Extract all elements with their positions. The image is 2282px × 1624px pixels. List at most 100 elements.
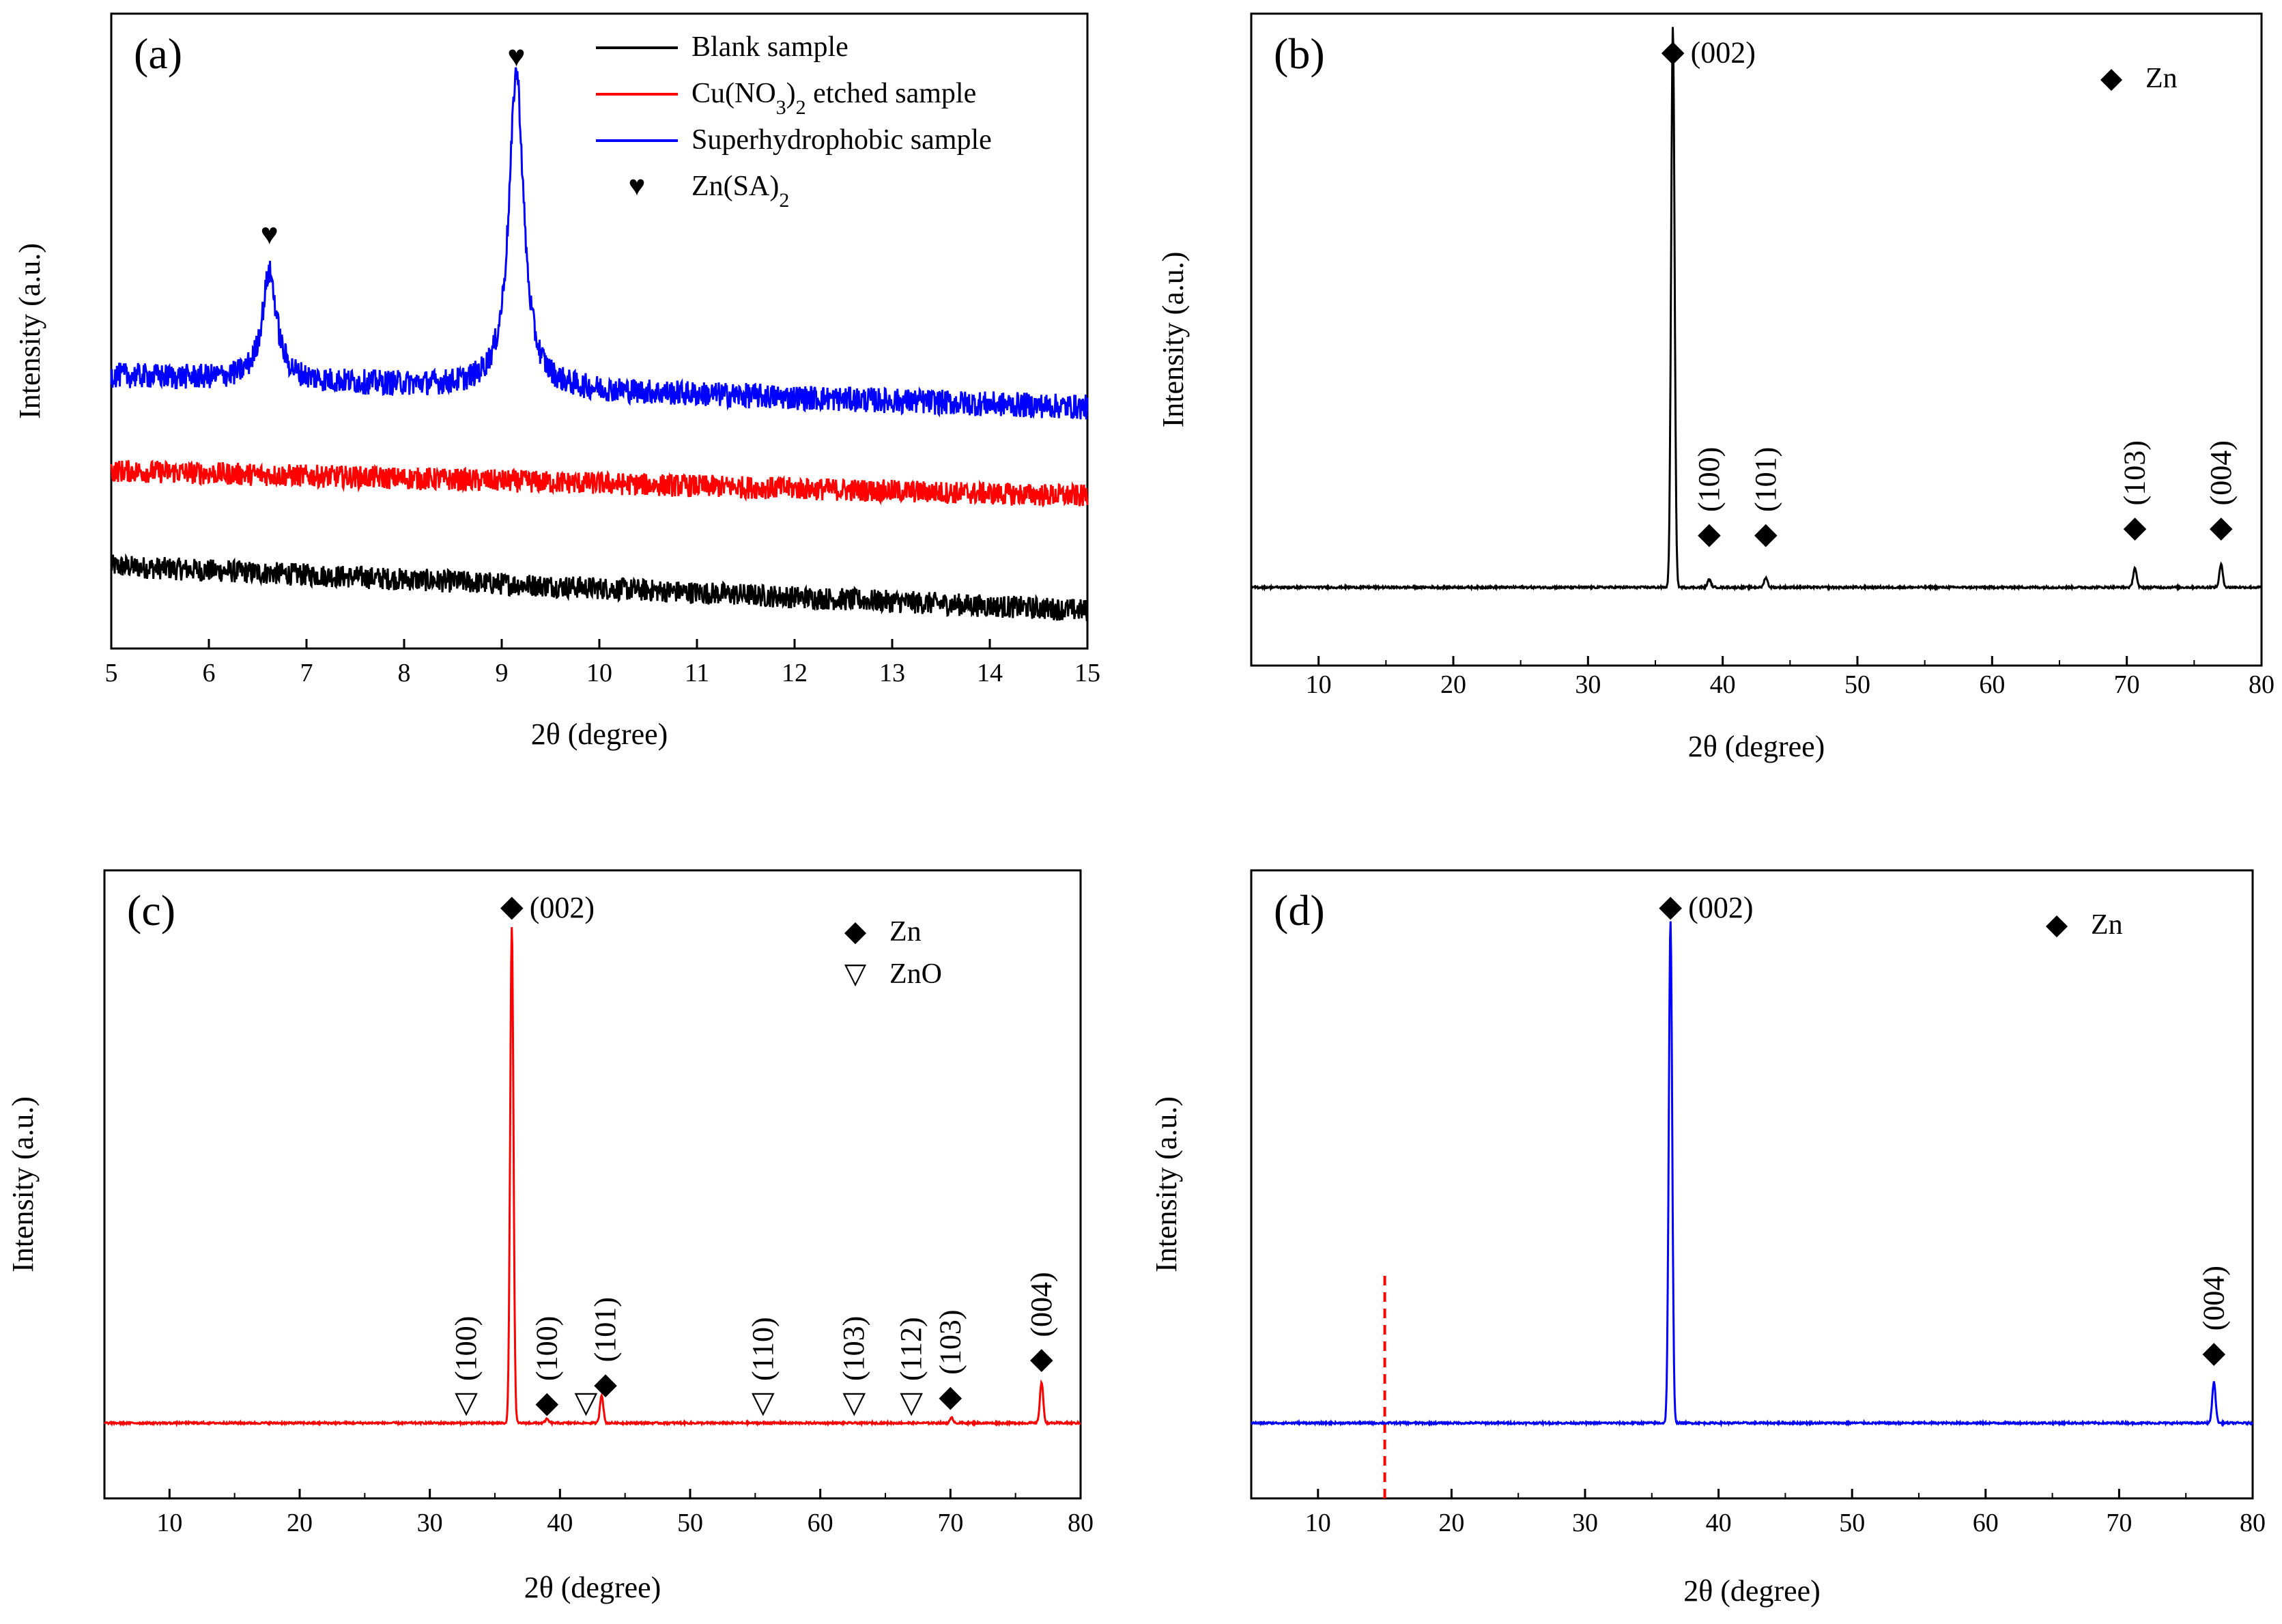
axes-frame [103,869,1082,1500]
x-axis-label: 2θ (degree) [531,717,668,751]
peak-marker: ▽ [842,1386,866,1419]
peak-label: (101) [588,1297,622,1362]
legend-label-part: 2 [779,189,789,212]
panel-label: (d) [1274,886,1325,935]
y-axis-label: Intensity (a.u.) [6,1096,40,1272]
panel-label: (c) [127,886,175,935]
legend-symbol: ◆ [2100,63,2123,94]
y-axis-label: Intensity (a.u.) [1156,252,1190,428]
legend-label-part: 3 [776,96,786,119]
legend-label: Zn [2091,909,2123,941]
peak-label: (103) [837,1316,870,1381]
x-tick-label: 5 [105,659,118,687]
peak-marker: ▽ [455,1386,478,1419]
x-tick-label: 12 [782,659,808,687]
x-axis-label: 2θ (degree) [524,1571,661,1604]
peak-label: (103) [2118,440,2152,505]
peak-label: (004) [2204,440,2238,505]
panel-c: 10 20 30 40 50 60 70 80 2θ (degree) Intensity (a.… [6,869,1094,1604]
legend-label-part: etched sample [806,78,977,109]
x-tick-label: 8 [398,659,411,687]
peak-label: (002) [530,891,595,924]
peak-label: (100) [1692,447,1726,512]
legend-symbol: ◆ [844,916,867,948]
legend-label: Blank sample [691,31,848,63]
peak-label: (002) [1691,35,1756,69]
x-tick-label: 50 [677,1509,703,1537]
peak-label: (100) [530,1316,563,1381]
peak-marker: ◆ [2202,1335,2225,1369]
x-tick-label: 7 [300,659,313,687]
series-line-0 [1251,27,2263,592]
peak-label: (100) [449,1316,483,1381]
legend-label-part: Cu(NO [691,78,776,109]
legend-symbol: ♥ [629,171,646,202]
x-tick-label: 10 [1305,1509,1331,1537]
x-tick-label: 6 [203,659,216,687]
peak-marker: ◆ [594,1367,617,1400]
series-line-0 [104,927,1081,1427]
peak-marker: ♥ [261,218,279,251]
legend-label: Zn [2145,63,2178,94]
panel-a: 5 6 7 8 9 10 11 12 13 14 15 2θ (degree) Intensity (a… [13,12,1100,751]
peak-label: (004) [2197,1266,2230,1330]
series-line-0 [110,553,1089,621]
peak-marker: ◆ [1698,517,1721,550]
x-tick-label: 15 [1074,659,1100,687]
y-axis-label: Intensity (a.u.) [13,243,46,419]
x-axis-label: 2θ (degree) [1688,730,1825,763]
axes-frame [1250,869,2254,1500]
peak-marker: ◆ [2124,510,2147,543]
peak-marker: ◆ [1030,1342,1053,1376]
x-tick-label: 11 [685,659,710,687]
legend-label-part: 2 [796,96,806,119]
x-tick-label: 70 [2106,1509,2132,1537]
peak-marker: ◆ [939,1380,962,1413]
legend-label: ZnO [889,958,942,990]
x-tick-label: 30 [1572,1509,1598,1537]
x-tick-label: 50 [1839,1509,1865,1537]
legend-symbol: ▽ [844,958,867,990]
peak-label: (002) [1688,891,1753,924]
x-tick-label: 13 [879,659,905,687]
x-tick-label: 20 [1440,670,1466,699]
peak-label: (112) [894,1317,928,1381]
series-line-2 [110,67,1089,420]
peak-marker: ◆ [1754,517,1778,550]
legend-symbol: ◆ [2046,909,2068,941]
x-tick-label: 30 [1575,670,1601,699]
legend-label-part: Zn(SA) [691,171,779,202]
x-tick-label: 10 [1306,670,1332,699]
legend-label-part: ) [786,78,796,109]
panel-b: 10 20 30 40 50 60 70 80 2θ (degree) Intensity (a.… [1156,12,2274,763]
series-line-0 [1250,921,2254,1428]
x-tick-label: 40 [547,1509,573,1537]
legend-label: Zn(SA)2 [691,171,789,212]
legend-label: Cu(NO3)2 etched sample [691,78,976,119]
peak-marker: ▽ [575,1386,598,1419]
series-line-1 [110,459,1089,508]
x-tick-label: 80 [1068,1509,1094,1537]
peak-marker: ◆ [535,1386,558,1419]
peak-marker: ▽ [752,1386,775,1419]
peak-marker: ♥ [507,40,525,73]
x-tick-label: 10 [586,659,612,687]
peak-label: (110) [746,1317,780,1381]
legend-label: Zn [889,916,922,948]
x-axis-label: 2θ (degree) [1683,1574,1821,1608]
x-tick-label: 70 [937,1509,963,1537]
panel-label: (b) [1274,29,1325,78]
peak-label: (101) [1749,447,1782,512]
legend-label: Superhydrophobic sample [691,124,992,156]
peak-marker: ◆ [1661,34,1685,68]
panel-d: 10 20 30 40 50 60 70 80 2θ (degree) Intensity (a.… [1150,869,2266,1608]
x-tick-label: 60 [1973,1509,1999,1537]
peak-marker: ◆ [2210,510,2233,543]
y-axis-label: Intensity (a.u.) [1150,1096,1183,1272]
x-tick-label: 9 [496,659,509,687]
x-tick-label: 20 [287,1509,313,1537]
panel-label: (a) [134,29,182,78]
peak-marker: ◆ [1659,889,1682,923]
x-tick-label: 50 [1844,670,1870,699]
